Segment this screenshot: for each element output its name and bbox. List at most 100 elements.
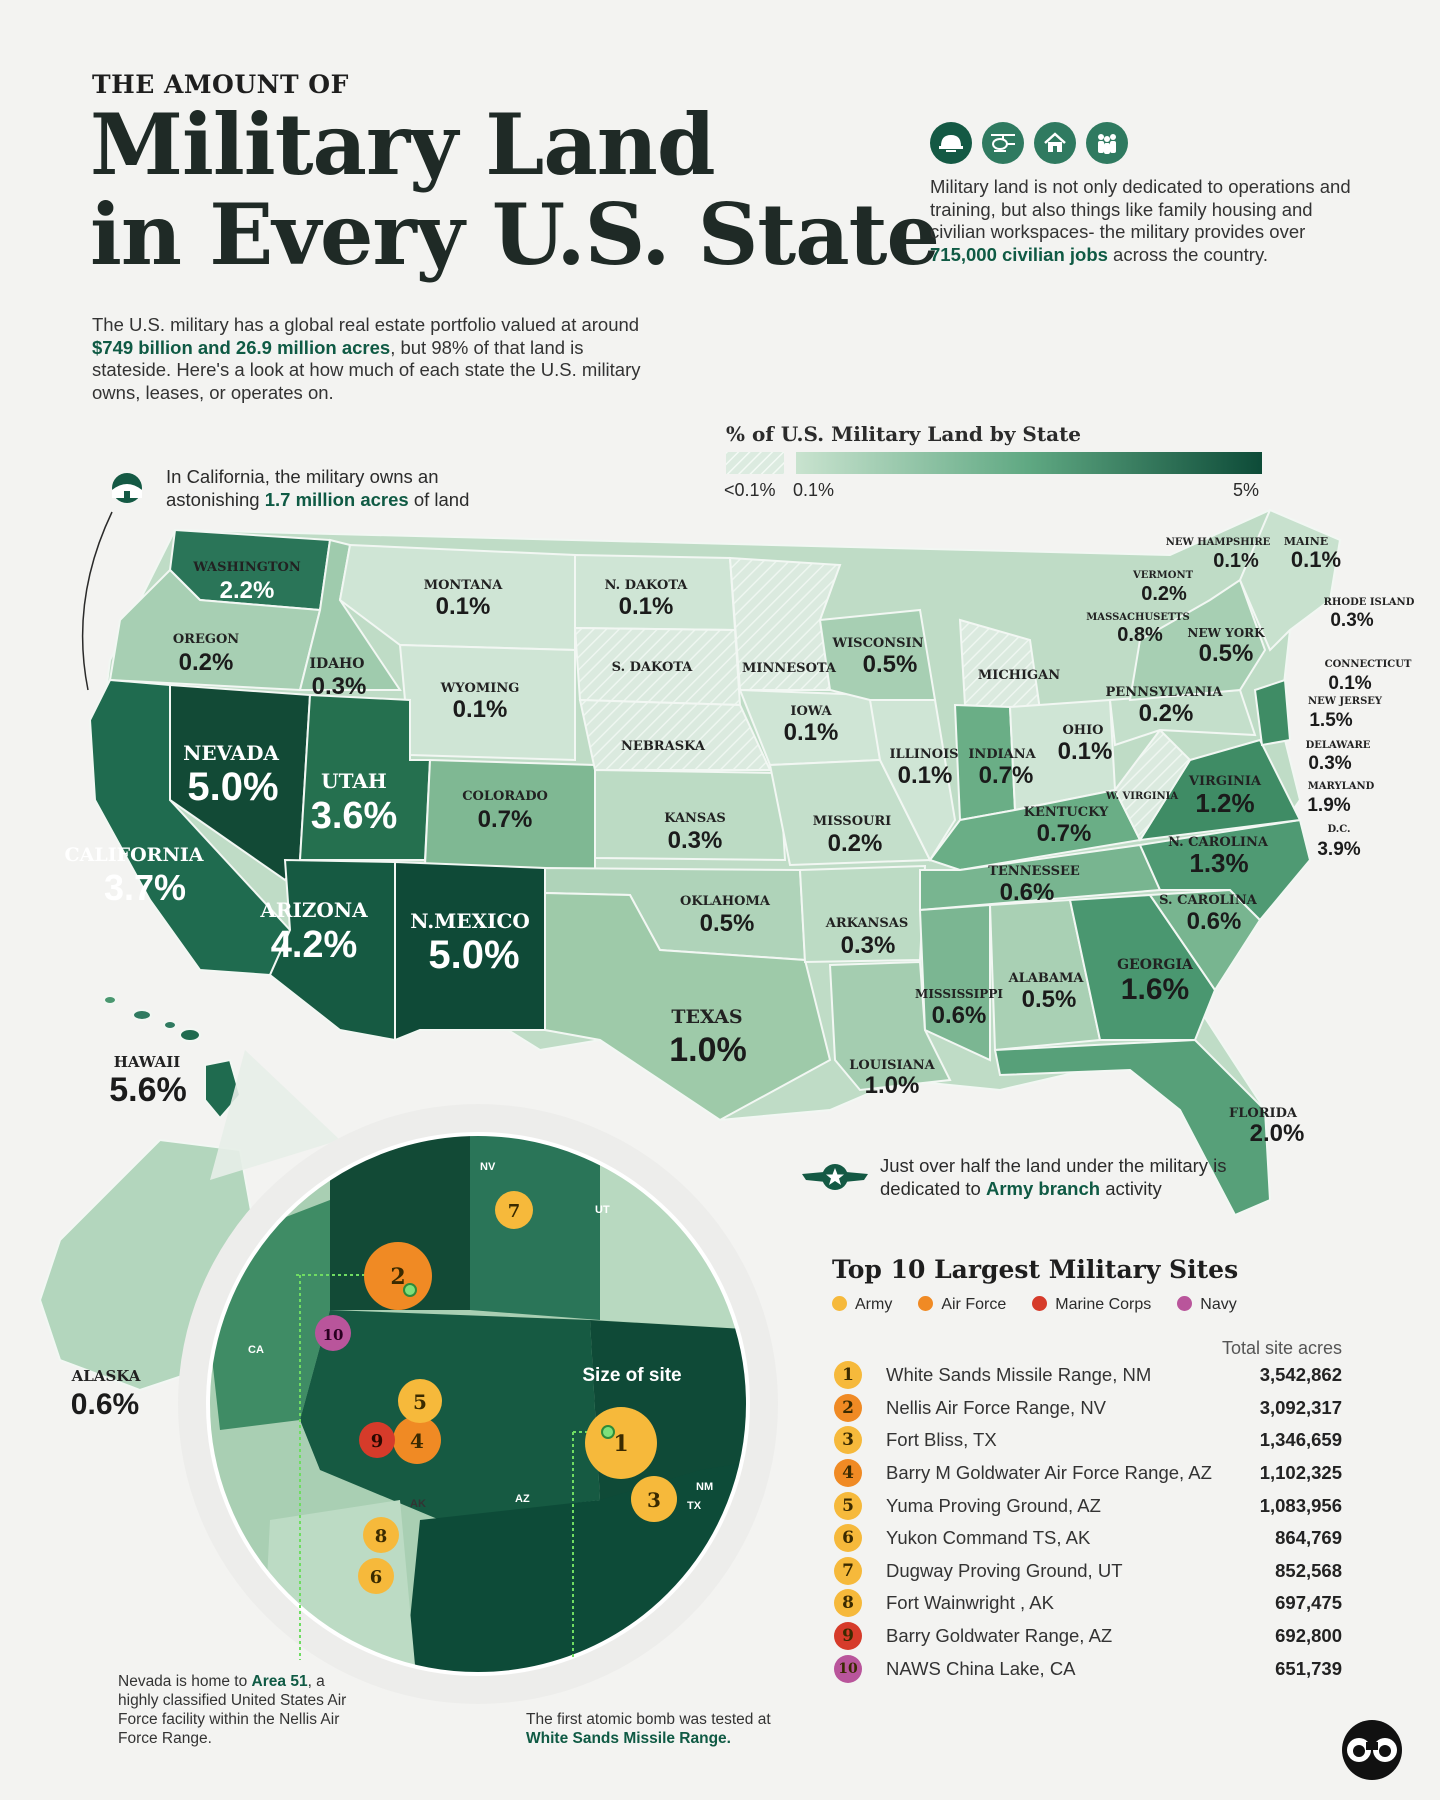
state-florida [993,1038,1272,1217]
label-new-jersey-value: 1.5% [1309,710,1352,731]
site-acres: 651,739 [1275,1657,1342,1679]
inset-label-nm: NM [696,1481,713,1493]
state-west-virginia [1113,728,1192,843]
rank-badge: 6 [834,1524,862,1553]
label-idaho-value: 0.3% [312,673,367,700]
marine-corps-dot [1032,1296,1048,1311]
label-minnesota-name: MINNESOTA [742,661,837,676]
site-name: White Sands Missile Range, NM [886,1364,1152,1386]
label-oregon-name: OREGON [173,632,239,647]
label-new-york-name: NEW YORK [1187,626,1265,640]
label-wyoming-name: WYOMING [440,681,520,696]
site-row: 8 Fort Wainwright , AK 697,475 [832,1587,1352,1620]
label-texas-name: TEXAS [671,1006,742,1028]
label-colorado-value: 0.7% [478,806,533,833]
acres-header: Total site acres [1221,1338,1342,1358]
site-marker-7 [495,1191,533,1229]
label-virginia-value: 1.2% [1195,788,1254,818]
zoom-cone [210,1050,340,1180]
state-new-england [1238,508,1342,652]
label-massachusetts-name: MASSACHUSETTS [1086,612,1190,623]
label-ohio-name: OHIO [1062,723,1103,738]
label-new-hampshire-name: NEW HAMPSHIRE [1166,537,1271,548]
legend-high-label: 5% [1233,480,1260,500]
site-marker-10-label: 10 [323,1326,344,1344]
label-montana-name: MONTANA [424,578,504,593]
label-rhode-island-name: RHODE ISLAND [1324,597,1415,608]
page-title: Military Land in Every U.S. State [90,100,940,284]
label-california-name: CALIFORNIA [65,844,204,866]
california-leader-line [81,511,113,691]
label-tennessee-name: TENNESSEE [988,864,1080,879]
inset-label-nv: NV [480,1161,496,1173]
rank-badge: 5 [834,1491,862,1520]
area51-part-1: Nevada is home to [118,1673,252,1690]
site-row: 6 Yukon Command TS, AK 864,769 [832,1522,1352,1555]
site-marker-9-label: 9 [371,1431,384,1452]
site-name: Fort Bliss, TX [886,1429,997,1451]
label-rhode-island-value: 0.3% [1330,610,1373,631]
label-west-virginia-name: W. VIRGINIA [1105,791,1178,802]
rank-badge: 8 [834,1589,862,1618]
site-acres: 3,092,317 [1259,1396,1342,1418]
area51-highlight: Area 51 [251,1673,308,1690]
branch-legend: Army Air Force Marine Corps Navy [832,1296,1352,1314]
branch-air-force-label: Air Force [941,1296,1007,1313]
label-virginia-name: VIRGINIA [1188,774,1262,789]
ca-part-1: In California, the military owns an asto… [166,466,439,510]
site-name: Barry Goldwater Range, AZ [886,1625,1113,1647]
branch-navy: Navy [1177,1296,1237,1314]
rank-badge: 4 [834,1459,862,1488]
label-wisconsin-name: WISCONSIN [832,636,924,651]
top10-title: Top 10 Largest Military Sites [832,1255,1239,1284]
label-illinois-name: ILLINOIS [889,747,958,762]
label-vermont-name: VERMONT [1132,570,1194,581]
branch-marine-corps: Marine Corps [1032,1296,1151,1314]
state-mid-atlantic [1253,678,1292,747]
ca-part-2: of land [408,488,470,510]
people-icon [1086,122,1128,164]
inset-map [208,1134,748,1674]
site-name: Fort Wainwright , AK [886,1592,1054,1614]
civil-highlight: 715,000 civilian jobs [930,243,1108,265]
label-oklahoma-value: 0.5% [700,910,755,937]
site-acres: 864,769 [1275,1527,1342,1549]
state-new-mexico [394,860,546,1042]
civil-part-2: across the country. [1107,243,1268,265]
label-utah-name: UTAH [321,769,387,793]
site-acres: 3,542,862 [1259,1364,1342,1386]
site-marker-4-label: 4 [410,1429,424,1453]
label-new-mexico-value: 5.0% [428,933,519,977]
label-georgia-value: 1.6% [1121,973,1189,1006]
label-alaska-name: ALASKA [71,1367,141,1385]
site-acres: 1,102,325 [1259,1462,1342,1484]
ca-highlight: 1.7 million acres [264,488,409,510]
label-oklahoma-name: OKLAHOMA [680,894,771,909]
branch-army: Army [832,1296,892,1314]
island-hawaii-3 [163,1020,177,1030]
state-texas [544,891,832,1122]
label-wyoming-value: 0.1% [453,696,508,723]
site-name: NAWS China Lake, CA [886,1657,1076,1679]
inset-label-az: AZ [515,1493,530,1505]
label-montana-value: 0.1% [436,593,491,620]
site-marker-10 [315,1315,351,1351]
atomic-highlight: White Sands Missile Range. [526,1730,731,1747]
label-maine-value: 0.1% [1291,547,1341,572]
label-tennessee-value: 0.6% [1000,879,1055,906]
label-florida-name: FLORIDA [1229,1106,1298,1121]
label-arkansas-name: ARKANSAS [825,916,909,931]
state-arkansas [798,864,927,964]
site-acres: 1,083,956 [1259,1494,1342,1516]
area51-pin [403,1283,417,1297]
army-part-1: Just over half the land under the milita… [880,1155,1227,1199]
label-alabama-value: 0.5% [1022,986,1077,1013]
label-north-dakota-value: 0.1% [619,593,674,620]
site-marker-6 [358,1558,394,1594]
label-north-carolina-name: N. CAROLINA [1168,835,1269,850]
label-pennsylvania-value: 0.2% [1139,700,1194,727]
title-line-2: in Every U.S. State [90,185,940,284]
intro-text: The U.S. military has a global real esta… [92,314,652,404]
label-connecticut-name: CONNECTICUT [1325,659,1412,670]
site-row: 9 Barry Goldwater Range, AZ 692,800 [832,1620,1352,1653]
